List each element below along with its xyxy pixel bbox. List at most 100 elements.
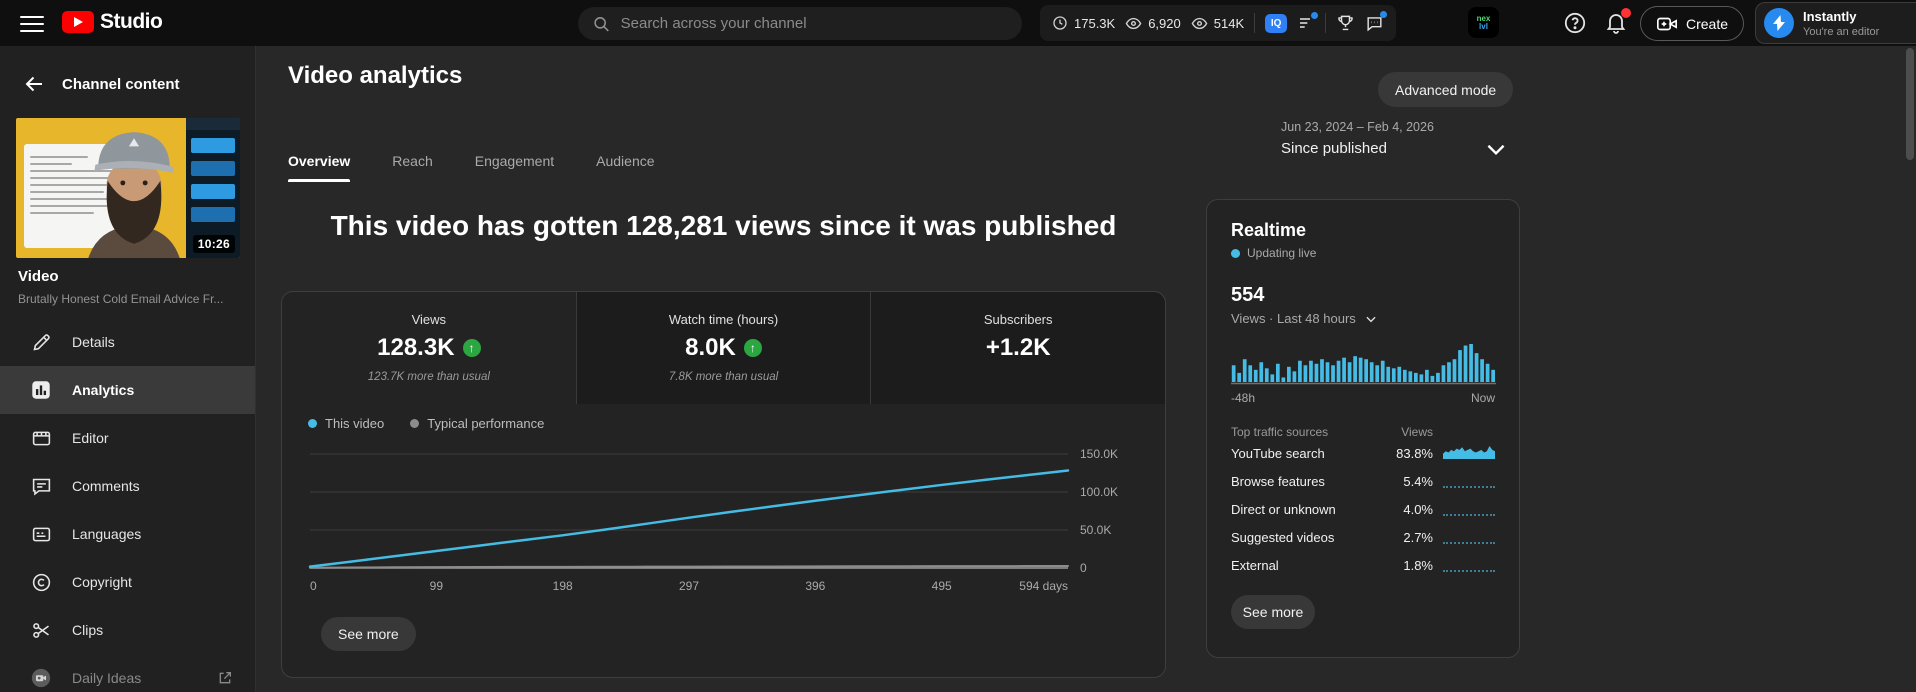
legend-dot — [410, 419, 420, 428]
tab-overview[interactable]: Overview — [288, 140, 351, 182]
video-duration-badge: 10:26 — [192, 235, 235, 253]
create-video-icon — [1657, 17, 1677, 30]
svg-text:297: 297 — [679, 579, 699, 593]
svg-text:150.0K: 150.0K — [1080, 447, 1118, 461]
traffic-sparkline — [1443, 542, 1495, 544]
sidebar-item-copyright[interactable]: Copyright — [0, 558, 255, 606]
realtime-count: 554 — [1231, 284, 1265, 306]
sidebar-item-clips[interactable]: Clips — [0, 606, 255, 654]
sidebar-header: Channel content — [62, 75, 180, 93]
views-stat[interactable]: 6,920 — [1125, 15, 1181, 32]
thumbnail-person — [88, 132, 180, 258]
traffic-sparkline — [1443, 446, 1495, 459]
sidebar-item-analytics[interactable]: Analytics — [0, 366, 255, 414]
traffic-row-browse-features[interactable]: Browse features 5.4% — [1231, 467, 1495, 495]
traffic-table-header: Top traffic sources Views — [1231, 425, 1433, 439]
scissors-icon — [32, 622, 49, 638]
sidebar-nav: Details Analytics Editor Comments Langua… — [0, 318, 255, 692]
svg-text:99: 99 — [430, 579, 444, 593]
eye-icon — [1191, 17, 1208, 29]
tab-engagement[interactable]: Engagement — [474, 153, 555, 169]
legend-dot — [308, 419, 317, 428]
advanced-mode-button[interactable]: Advanced mode — [1378, 72, 1514, 107]
chevron-down-icon[interactable] — [1483, 136, 1509, 162]
traffic-sparkline — [1443, 486, 1495, 488]
svg-text:0: 0 — [310, 579, 317, 593]
see-more-button[interactable]: See more — [321, 617, 416, 651]
vidiq-rank-icon[interactable] — [1297, 12, 1319, 31]
traffic-sparkline — [1443, 570, 1495, 572]
pencil-icon — [32, 333, 50, 351]
tab-reach[interactable]: Reach — [392, 153, 433, 169]
video-title: Brutally Honest Cold Email Advice Fr... — [18, 292, 224, 306]
svg-text:0: 0 — [1080, 561, 1087, 575]
scrollbar[interactable] — [1906, 48, 1914, 160]
traffic-sparkline — [1443, 514, 1495, 516]
divider — [1325, 13, 1327, 33]
traffic-row-youtube-search[interactable]: YouTube search 83.8% — [1231, 439, 1495, 467]
page-title: Video analytics — [288, 62, 463, 89]
subscribers-stat[interactable]: 514K — [1191, 15, 1244, 32]
chat-icon[interactable] — [1365, 10, 1388, 33]
vidiq-icon[interactable]: IQ — [1265, 13, 1288, 33]
video-kind-label: Video — [18, 268, 59, 285]
realtime-card: Realtime Updating live 554 Views · Last … — [1206, 199, 1520, 658]
see-more-button[interactable]: See more — [1231, 595, 1315, 629]
video-thumbnail[interactable]: 10:26 — [16, 118, 240, 258]
editor-icon — [32, 431, 50, 445]
legend-typical-performance[interactable]: Typical performance — [410, 416, 544, 431]
svg-text:50.0K: 50.0K — [1080, 523, 1111, 537]
divider — [1254, 13, 1256, 33]
instantly-extension-badge[interactable]: Instantly You're an editor — [1755, 2, 1916, 44]
search-input[interactable] — [620, 15, 1008, 32]
realtime-metric-selector[interactable]: Views · Last 48 hours — [1231, 311, 1495, 326]
brand-name: Studio — [100, 10, 163, 33]
channel-search[interactable] — [578, 7, 1022, 40]
daily-ideas-icon — [31, 668, 51, 688]
up-arrow-icon: ↑ — [743, 338, 762, 357]
traffic-row-direct-unknown[interactable]: Direct or unknown 4.0% — [1231, 495, 1495, 523]
watch-time-stat[interactable]: 175.3K — [1052, 15, 1115, 31]
sidebar-item-editor[interactable]: Editor — [0, 414, 255, 462]
back-arrow-icon[interactable] — [22, 72, 46, 96]
svg-text:198: 198 — [553, 579, 573, 593]
traffic-row-external[interactable]: External 1.8% — [1231, 551, 1495, 579]
copyright-icon — [32, 573, 50, 591]
up-arrow-icon: ↑ — [462, 338, 481, 357]
sidebar-item-comments[interactable]: Comments — [0, 462, 255, 510]
menu-icon[interactable] — [20, 11, 44, 35]
realtime-bar-chart[interactable] — [1231, 342, 1496, 386]
languages-icon — [32, 527, 50, 541]
metric-watch-time[interactable]: Watch time (hours) 8.0K ↑ 7.8K more than … — [576, 292, 872, 404]
eye-icon — [1125, 17, 1142, 29]
notifications-bell-icon[interactable] — [1604, 8, 1631, 36]
date-mode-text: Since published — [1281, 140, 1387, 157]
sidebar-item-details[interactable]: Details — [0, 318, 255, 366]
create-button[interactable]: Create — [1640, 6, 1745, 41]
sidebar-item-languages[interactable]: Languages — [0, 510, 255, 558]
metric-views[interactable]: Views 128.3K ↑ 123.7K more than usual — [282, 292, 577, 404]
notification-dot — [1380, 10, 1388, 18]
comment-icon — [32, 478, 50, 496]
tab-audience[interactable]: Audience — [596, 153, 655, 169]
help-icon[interactable] — [1563, 11, 1587, 35]
lightning-icon — [1764, 8, 1794, 38]
clock-icon — [1053, 16, 1067, 30]
thumbnail-calendar-mock — [186, 118, 240, 258]
vidiq-stats-bar: 175.3K 6,920 514K IQ — [1040, 5, 1397, 41]
sidebar-item-daily-ideas[interactable]: Daily Ideas — [0, 654, 255, 692]
youtube-play-icon — [62, 11, 94, 33]
svg-text:495: 495 — [932, 579, 952, 593]
youtube-studio-logo[interactable]: Studio — [62, 10, 163, 34]
metric-subscribers[interactable]: Subscribers +1.2K — [871, 292, 1165, 404]
traffic-row-suggested-videos[interactable]: Suggested videos 2.7% — [1231, 523, 1495, 551]
legend-this-video[interactable]: This video — [308, 416, 384, 431]
views-line-chart[interactable]: 0 50.0K 100.0K 150.0K 0 99 198 297 396 495 594 day… — [300, 438, 1150, 606]
trophy-icon[interactable] — [1336, 14, 1355, 33]
avatar[interactable]: nex lvl — [1468, 7, 1499, 38]
date-range-picker[interactable]: Jun 23, 2024 – Feb 4, 2026 Since publish… — [1281, 120, 1434, 157]
svg-text:594 days: 594 days — [1019, 579, 1068, 593]
svg-text:100.0K: 100.0K — [1080, 485, 1118, 499]
realtime-status: Updating live — [1231, 246, 1495, 260]
